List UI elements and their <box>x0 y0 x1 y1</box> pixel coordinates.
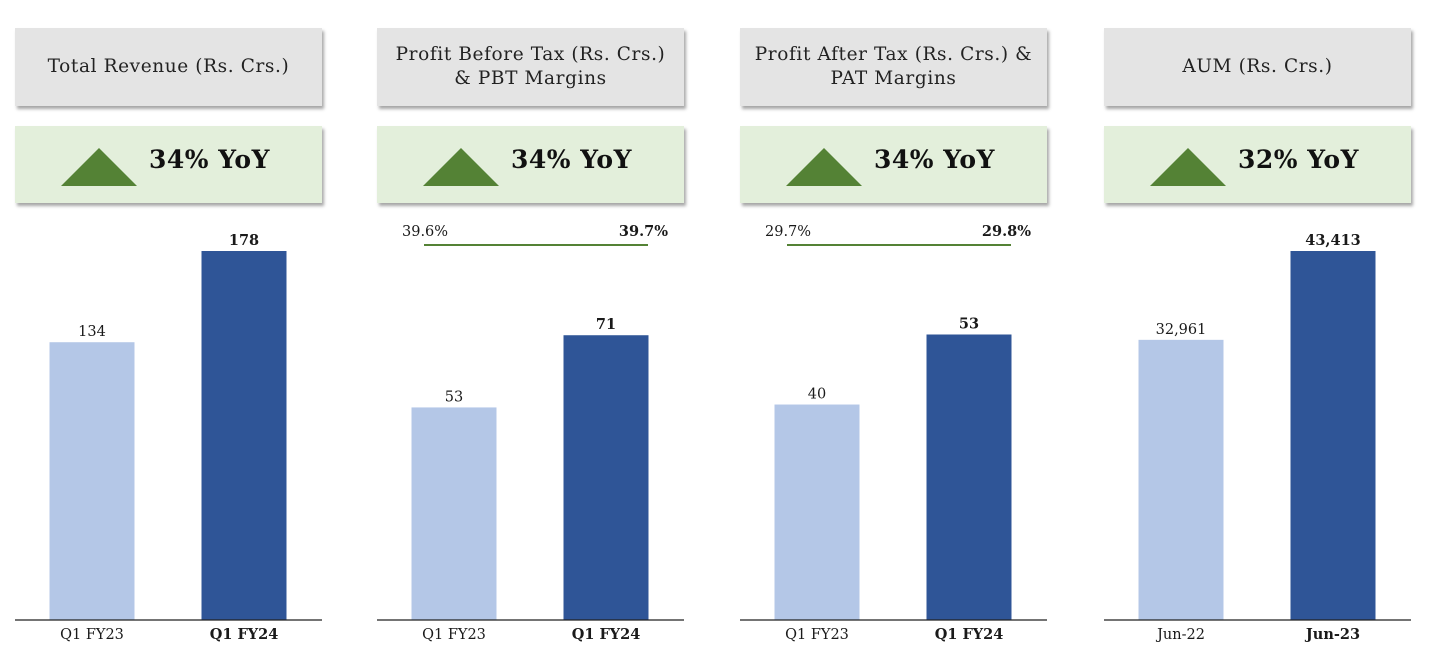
revenue-panel: Total Revenue (Rs. Crs.) 34% YoY 134 Q1 F… <box>15 0 322 657</box>
bar-1 <box>563 335 649 620</box>
bar-0 <box>774 404 860 620</box>
value-label-1: 71 <box>596 316 616 333</box>
margin-label-1: 39.7% <box>619 223 668 240</box>
category-label-0: Q1 FY23 <box>60 627 124 643</box>
yoy-growth-label: 34% YoY <box>874 145 995 174</box>
value-label-1: 53 <box>959 315 979 332</box>
margin-label-0: 29.7% <box>765 224 811 240</box>
category-label-1: Q1 FY24 <box>210 626 279 643</box>
up-triangle-icon <box>61 148 137 186</box>
bar-1 <box>926 334 1012 620</box>
margin-label-1: 29.8% <box>982 223 1031 240</box>
title-box: Total Revenue (Rs. Crs.) <box>15 28 322 106</box>
bar-0 <box>1138 339 1224 620</box>
value-label-0: 40 <box>808 387 826 403</box>
value-label-0: 53 <box>445 389 463 405</box>
yoy-box: 34% YoY <box>740 126 1047 203</box>
revenue-bar-chart: 134 Q1 FY23 178 Q1 FY24 <box>15 232 322 643</box>
category-label-1: Jun-23 <box>1304 626 1360 643</box>
value-label-1: 178 <box>229 232 259 249</box>
pat-panel: Profit After Tax (Rs. Crs.) & PAT Margin… <box>740 0 1047 657</box>
value-label-1: 43,413 <box>1305 232 1361 249</box>
bar-1 <box>1290 251 1376 620</box>
value-label-0: 32,961 <box>1156 322 1207 338</box>
yoy-growth-label: 34% YoY <box>511 145 632 174</box>
yoy-growth-label: 32% YoY <box>1238 145 1359 174</box>
yoy-box: 32% YoY <box>1104 126 1411 203</box>
margin-label-0: 39.6% <box>402 224 448 240</box>
category-label-0: Jun-22 <box>1155 627 1205 643</box>
bar-0 <box>411 407 497 620</box>
bar-1 <box>201 251 287 620</box>
up-triangle-icon <box>786 148 862 186</box>
aum-bar-chart: 32,961 Jun-22 43,413 Jun-23 <box>1104 232 1411 643</box>
category-label-0: Q1 FY23 <box>422 627 486 643</box>
title-box: AUM (Rs. Crs.) <box>1104 28 1411 106</box>
pbt-panel: Profit Before Tax (Rs. Crs.) & PBT Margi… <box>377 0 684 657</box>
category-label-1: Q1 FY24 <box>572 626 641 643</box>
category-label-0: Q1 FY23 <box>785 627 849 643</box>
category-label-1: Q1 FY24 <box>935 626 1004 643</box>
value-label-0: 134 <box>78 324 106 340</box>
panel-title: Profit Before Tax (Rs. Crs.) & PBT Margi… <box>395 44 666 89</box>
yoy-box: 34% YoY <box>377 126 684 203</box>
aum-panel: AUM (Rs. Crs.) 32% YoY 32,961 Jun-22 43,41… <box>1104 0 1411 657</box>
yoy-box: 34% YoY <box>15 126 322 203</box>
up-triangle-icon <box>423 148 499 186</box>
up-triangle-icon <box>1150 148 1226 186</box>
title-box: Profit After Tax (Rs. Crs.) & PAT Margin… <box>740 28 1047 106</box>
panel-title: AUM (Rs. Crs.) <box>1182 56 1333 77</box>
panel-title: Total Revenue (Rs. Crs.) <box>47 56 290 77</box>
pbt-bar-chart: 53 Q1 FY23 71 Q1 FY24 39.6% 39.7% <box>377 223 684 643</box>
yoy-growth-label: 34% YoY <box>149 145 270 174</box>
title-box: Profit Before Tax (Rs. Crs.) & PBT Margi… <box>377 28 684 106</box>
bar-0 <box>49 342 135 620</box>
pat-bar-chart: 40 Q1 FY23 53 Q1 FY24 29.7% 29.8% <box>740 223 1047 643</box>
panel-title: Profit After Tax (Rs. Crs.) & PAT Margin… <box>754 44 1033 89</box>
